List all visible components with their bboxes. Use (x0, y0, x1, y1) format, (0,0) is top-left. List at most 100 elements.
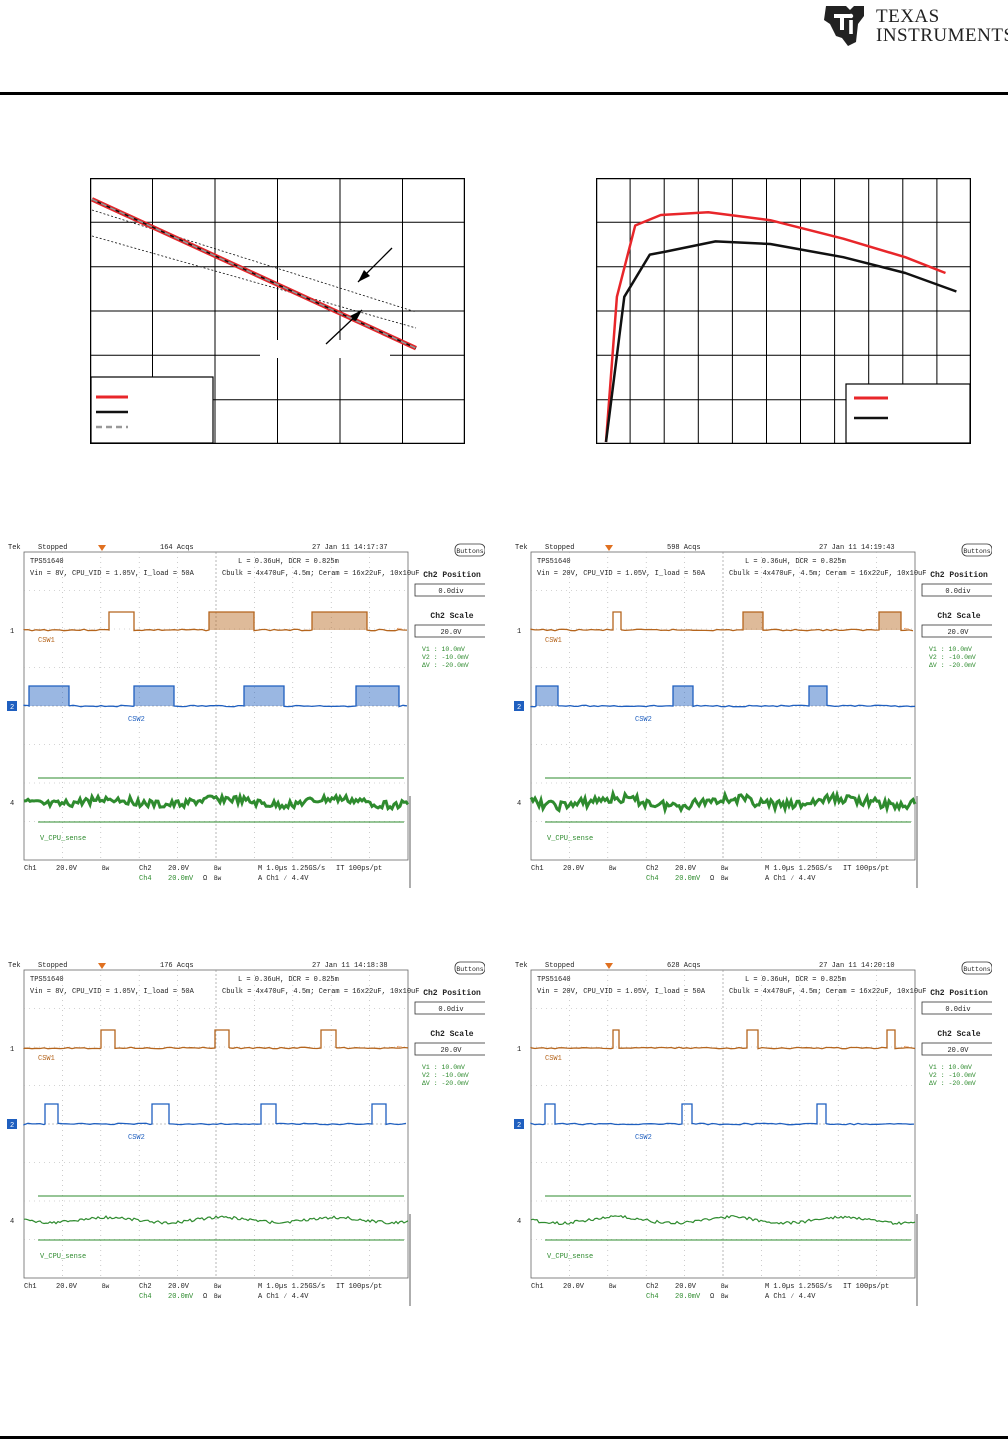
cursor-dv-readout: ΔV : -20.0mV (929, 1080, 976, 1087)
scope-note-inductor: L = 0.36uH, DCR = 0.825m (238, 976, 339, 984)
ch1-trace (530, 611, 914, 632)
acq-count: 628 Acqs (667, 962, 701, 970)
ch1-label: CSW1 (38, 1055, 55, 1063)
ch1-readout: Ch1 (531, 865, 544, 873)
ch2-trace-jitter (536, 686, 558, 706)
ch2-ground-label: 2 (10, 704, 14, 712)
ch1-trace (23, 1029, 409, 1050)
legend-box (845, 383, 971, 444)
ch4-ground-marker: 4 (10, 800, 14, 808)
ch2-ground-marker (514, 1119, 524, 1129)
ch4-label: V_CPU_sense (40, 1253, 86, 1261)
ch1-label: CSW1 (545, 637, 562, 645)
trigger-readout: A Ch1 ∕ 4.4V (258, 875, 309, 883)
acq-count: 164 Acqs (160, 544, 194, 552)
ch2-trace-jitter (29, 686, 69, 706)
ch4-trace (23, 791, 410, 812)
ch1-readout: Ch1 (24, 1283, 37, 1291)
ch2-position-title: Ch2 Position (930, 989, 988, 998)
ch2-scale-title: Ch2 Scale (430, 1030, 473, 1039)
capture-timestamp: 27 Jan 11 14:17:37 (312, 544, 388, 552)
ch1-bw-indicator: Bw (609, 865, 617, 872)
scope-display: Tek Stopped 176 Acqs 27 Jan 11 14:18:38 TPS5… (7, 961, 489, 1306)
capture-timestamp: 27 Jan 11 14:19:43 (819, 544, 895, 552)
trigger-level-marker: ← (397, 1042, 402, 1051)
ch1-label: CSW1 (545, 1055, 562, 1063)
scope-brand: Tek (515, 962, 528, 970)
ti-logo: TEXAS INSTRUMENTS (820, 2, 1008, 48)
ch2-label: CSW2 (128, 1134, 145, 1142)
cursor-v1-readout: V1 : 10.0mV (929, 646, 972, 653)
cursor-v2-readout: V2 : -10.0mV (929, 1072, 976, 1079)
scope-note-conditions: Vin = 8V, CPU_VID = 1.05V, I_load = 50A (30, 570, 195, 578)
ch1-readout: Ch1 (24, 865, 37, 873)
ohm-icon: Ω (203, 1293, 207, 1301)
scope-note-device: TPS51640 (30, 558, 64, 566)
cursor-v2-readout: V2 : -10.0mV (422, 654, 469, 661)
ch4-bw-indicator: Bw (721, 875, 729, 882)
scope-note-inductor: L = 0.36uH, DCR = 0.825m (745, 558, 846, 566)
scope-note-capacitors: Cbulk = 4x470uF, 4.5m; Ceram = 16x22uF, … (729, 570, 926, 578)
ch1-trace (530, 1029, 916, 1050)
trigger-level-marker: ← (904, 624, 909, 633)
buttons-button-label: Buttons (963, 548, 990, 555)
ch4-ground-marker: 4 (517, 1218, 521, 1226)
arrowhead-upper (358, 270, 370, 282)
chart1-legend (90, 376, 214, 444)
buttons-button-label: Buttons (456, 548, 483, 555)
cursor-v2-readout: V2 : -10.0mV (422, 1072, 469, 1079)
ch4-bw-indicator: Bw (214, 1293, 222, 1300)
scope-capture-3: Tek Stopped 176 Acqs 27 Jan 11 14:18:38 TPS5… (0, 944, 489, 1324)
ch2-readout: Ch2 (646, 1283, 659, 1291)
scope-note-device: TPS51640 (537, 976, 571, 984)
cursor-dv-readout: ΔV : -20.0mV (929, 662, 976, 669)
ch2-position-value: 0.0div (945, 588, 970, 596)
arrowhead-lower (350, 310, 362, 321)
ch2-trace (23, 685, 408, 708)
scope-note-conditions: Vin = 20V, CPU_VID = 1.05V, I_load = 50A (537, 570, 706, 578)
ch2-scale-title: Ch2 Scale (430, 612, 473, 621)
chart2-series-1 (604, 211, 946, 443)
cursor-v2-readout: V2 : -10.0mV (929, 654, 976, 661)
scope-note-conditions: Vin = 20V, CPU_VID = 1.05V, I_load = 50A (537, 988, 706, 996)
ch2-bw-indicator: Bw (214, 1283, 222, 1290)
scope-display: Tek Stopped 164 Acqs 27 Jan 11 14:17:37 TPS5… (7, 543, 489, 888)
lower-tolerance-line (91, 235, 417, 329)
logo-text-instruments: INSTRUMENTS (876, 25, 1008, 46)
ch2-position-value: 0.0div (945, 1006, 970, 1014)
ch4-ground-marker: 4 (517, 800, 521, 808)
ch2-scale-value: 20.0V (440, 1047, 462, 1055)
chart1-series (91, 197, 417, 351)
trigger-level-marker: ← (904, 1042, 909, 1051)
ch2-scale-readout: 20.0V (675, 1283, 697, 1291)
scope-capture-1: Tek Stopped 164 Acqs 27 Jan 11 14:17:37 TPS5… (0, 526, 489, 906)
ch1-trace-jitter (743, 612, 763, 630)
trigger-position-marker (98, 545, 106, 551)
acq-status: Stopped (38, 544, 67, 552)
buttons-button-label: Buttons (963, 966, 990, 973)
ch4-trace (529, 788, 917, 816)
ch1-ground-marker: 1 (517, 628, 521, 636)
chart1-frame (90, 178, 465, 444)
ch2-bw-indicator: Bw (214, 865, 222, 872)
ch2-trace (530, 685, 916, 708)
ti-logo-icon (824, 6, 864, 46)
ch2-trace-jitter (356, 686, 399, 706)
ch1-ground-marker: 1 (10, 628, 14, 636)
record-readout: IT 100ps/pt (336, 1283, 382, 1291)
chart2-frame (596, 178, 971, 444)
ch2-trace-jitter (809, 686, 827, 706)
ch4-ground-marker: 4 (10, 1218, 14, 1226)
acq-status: Stopped (545, 544, 574, 552)
chart2-legend (845, 383, 971, 444)
ch4-bw-indicator: Bw (721, 1293, 729, 1300)
ch2-bw-indicator: Bw (721, 1283, 729, 1290)
ch4-label: V_CPU_sense (547, 835, 593, 843)
timebase-readout: M 1.0µs 1.25GS/s (765, 1283, 832, 1291)
ch2-trace (530, 1103, 915, 1126)
ohm-icon: Ω (203, 875, 207, 883)
chart2-series-2 (604, 240, 957, 443)
ch1-bw-indicator: Bw (102, 1283, 110, 1290)
scope-brand: Tek (8, 962, 21, 970)
scope-note-device: TPS51640 (537, 558, 571, 566)
